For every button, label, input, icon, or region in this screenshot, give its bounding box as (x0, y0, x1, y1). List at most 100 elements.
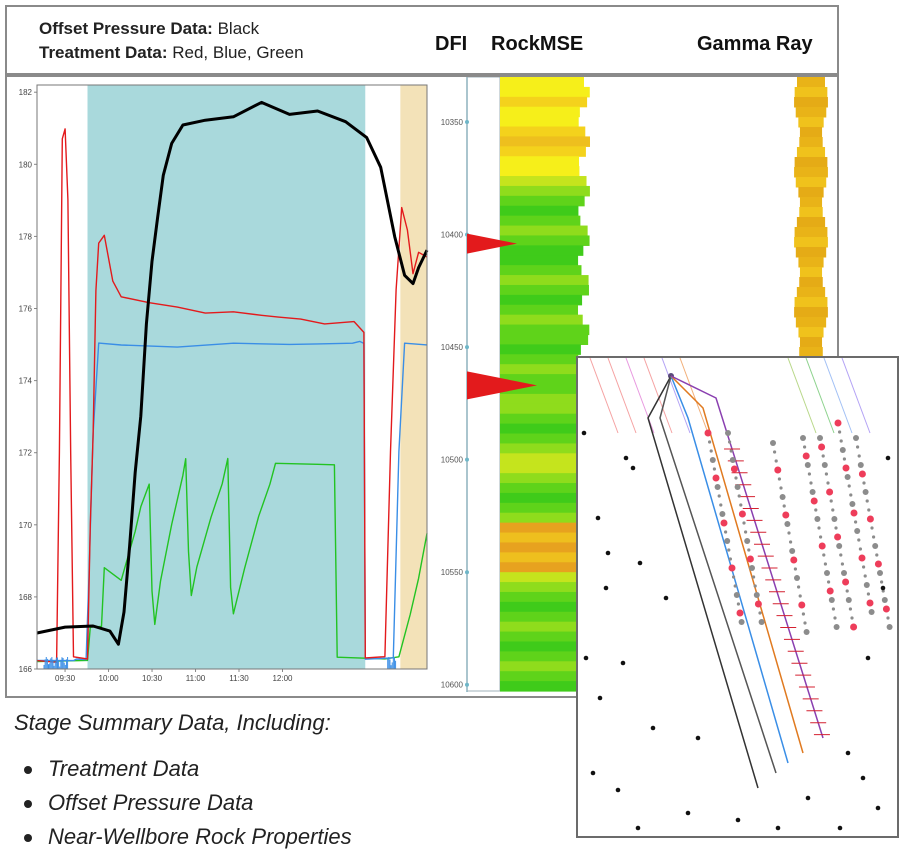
event-dot (809, 481, 813, 485)
microseismic-point (623, 455, 629, 461)
rockmse-band (500, 631, 581, 643)
event-dot (858, 547, 862, 551)
event-dot (789, 548, 796, 554)
rockmse-band (500, 443, 580, 454)
event-dot (836, 543, 843, 549)
summary-heading: Stage Summary Data, Including: (14, 710, 331, 735)
rockmse-band (500, 433, 586, 445)
microseismic-point (620, 660, 626, 666)
gamma-band (794, 157, 828, 168)
event-dot (839, 447, 846, 453)
rockmse-band (500, 294, 583, 306)
event-dot (882, 605, 890, 613)
event-dot (880, 580, 884, 584)
microseismic-point (603, 585, 609, 591)
plot-frame (36, 84, 428, 670)
rockmse-band (500, 572, 589, 583)
depth-tick-dot (465, 120, 469, 125)
event-dot (734, 476, 738, 480)
rockmse-band (500, 552, 582, 563)
rockmse-band (500, 393, 580, 405)
gamma-band (799, 347, 823, 358)
rockmse-band (500, 324, 590, 336)
offset-legend-value: Black (217, 19, 260, 38)
event-dot (834, 419, 842, 427)
event-dot (779, 486, 783, 490)
summary-item-text: Offset Pressure Data (48, 790, 254, 815)
rockmse-band (500, 284, 589, 296)
rockmse-band (500, 413, 586, 425)
rockmse-band (500, 205, 579, 217)
event-dot (849, 493, 853, 497)
gamma-band (798, 117, 824, 128)
event-dot (714, 484, 721, 490)
rockmse-band (500, 403, 579, 415)
rockmse-band (500, 661, 590, 672)
rockmse-band (500, 126, 586, 138)
event-dot (857, 538, 861, 542)
event-dot (803, 629, 810, 635)
rockmse-band (500, 483, 585, 494)
event-dot (747, 548, 751, 552)
rockmse-band (500, 384, 588, 395)
event-dot (752, 575, 756, 579)
event-dot (881, 597, 888, 603)
event-dot (834, 526, 838, 530)
event-dot (870, 526, 874, 530)
rockmse-band (500, 591, 579, 603)
microseismic-point (735, 817, 741, 823)
event-dot (829, 499, 833, 503)
rockmse-band (500, 512, 588, 524)
microseismic-point (775, 825, 781, 831)
depth-tick-dot (465, 682, 469, 687)
event-dot (834, 533, 842, 541)
rockmse-band (500, 492, 579, 504)
event-dot (847, 484, 851, 488)
event-dot (779, 494, 786, 500)
depth-tick-label: 10500 (441, 456, 464, 465)
event-dot (746, 555, 754, 563)
event-dot (867, 508, 871, 512)
wellbore-line (670, 375, 824, 739)
microseismic-point (880, 585, 886, 591)
series-line (36, 128, 428, 663)
event-dot (803, 445, 807, 449)
rockmse-band (500, 374, 590, 385)
dfi-marker (467, 233, 517, 254)
depth-tick-dot (465, 570, 469, 575)
event-dot (863, 574, 867, 578)
gamma-band (797, 77, 825, 88)
rockmse-band (500, 502, 581, 514)
rockmse-band (500, 156, 580, 167)
event-dot (818, 542, 826, 550)
gamma-band (794, 97, 828, 108)
event-dot (872, 543, 879, 549)
gamma-band (799, 337, 823, 348)
event-dot (858, 470, 866, 478)
gamma-band (796, 217, 826, 228)
gamma-band (799, 267, 823, 278)
gamma-band (798, 187, 824, 198)
microseismic-point (581, 430, 587, 436)
gamma-band (794, 307, 828, 318)
event-dot (853, 435, 859, 441)
treatment-legend: Treatment Data: Red, Blue, Green (39, 43, 304, 63)
rockmse-band (500, 215, 581, 227)
event-dot (841, 570, 847, 576)
event-dot (886, 616, 890, 620)
event-dot (819, 535, 823, 539)
event-dot (725, 430, 731, 436)
rockmse-band (500, 116, 579, 128)
x-tick-label: 10:30 (142, 674, 163, 683)
wellbore-line (670, 375, 789, 764)
event-dot (866, 599, 874, 607)
event-dot (732, 575, 736, 579)
gamma-band (795, 317, 827, 328)
event-dot (727, 548, 731, 552)
y-tick-label: 182 (19, 88, 33, 97)
event-dot (818, 443, 826, 451)
gamma-band (798, 327, 824, 338)
event-dot (849, 501, 856, 507)
event-dot (717, 494, 721, 498)
y-tick-label: 178 (19, 232, 33, 241)
